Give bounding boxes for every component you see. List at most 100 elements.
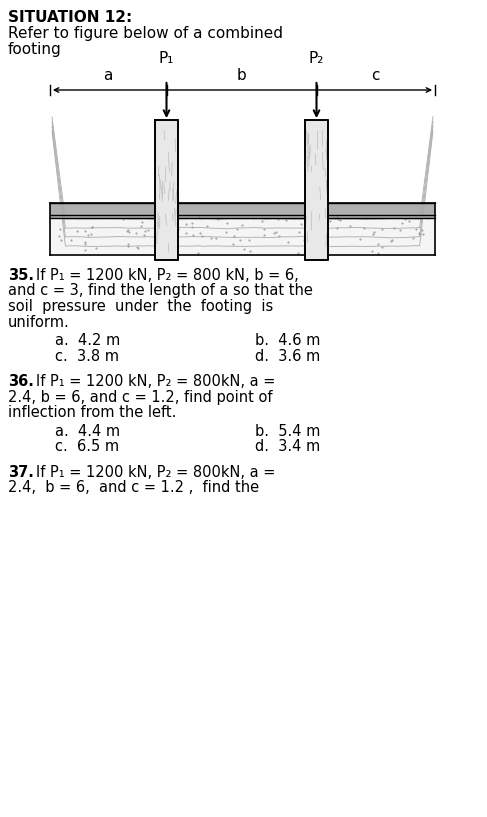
Point xyxy=(391,222,398,235)
Point xyxy=(336,213,344,226)
Text: d.  3.4 m: d. 3.4 m xyxy=(255,439,320,454)
Point xyxy=(388,234,396,247)
Point xyxy=(138,216,146,229)
Text: SITUATION 12:: SITUATION 12: xyxy=(8,10,132,25)
Point xyxy=(409,232,417,245)
Point xyxy=(214,212,222,225)
Point xyxy=(331,212,338,225)
Point xyxy=(174,223,182,236)
Bar xyxy=(50,215,435,218)
Text: a: a xyxy=(104,68,113,83)
Point xyxy=(360,221,368,234)
Point xyxy=(56,223,64,236)
Point xyxy=(295,225,303,238)
Point xyxy=(56,230,63,243)
Point xyxy=(414,211,422,224)
Point xyxy=(230,230,238,243)
Point xyxy=(89,221,96,234)
Point xyxy=(182,217,190,230)
Point xyxy=(57,234,65,247)
Point xyxy=(312,231,319,244)
Point xyxy=(125,225,133,239)
Point xyxy=(378,222,386,235)
Point xyxy=(261,229,268,242)
Point xyxy=(151,223,159,236)
Point xyxy=(315,212,322,225)
Text: b: b xyxy=(237,68,246,83)
Point xyxy=(398,217,406,230)
Point xyxy=(334,211,341,224)
Point xyxy=(302,226,310,239)
Text: P₁: P₁ xyxy=(159,51,174,66)
Text: 2.4, b = 6, and c = 1.2, find point of: 2.4, b = 6, and c = 1.2, find point of xyxy=(8,390,273,404)
Point xyxy=(151,233,159,246)
Point xyxy=(346,219,354,232)
Point xyxy=(166,211,174,224)
Text: uniform.: uniform. xyxy=(8,315,70,329)
Bar xyxy=(305,120,328,260)
Point xyxy=(195,246,203,259)
Text: b.  5.4 m: b. 5.4 m xyxy=(255,423,320,439)
Text: If P₁ = 1200 kN, P₂ = 800 kN, b = 6,: If P₁ = 1200 kN, P₂ = 800 kN, b = 6, xyxy=(36,268,299,283)
Point xyxy=(182,227,189,240)
Text: 37.: 37. xyxy=(8,465,34,480)
Point xyxy=(134,241,142,254)
Point xyxy=(244,234,252,247)
Point xyxy=(323,237,331,250)
Text: c: c xyxy=(372,68,380,83)
Text: a.  4.4 m: a. 4.4 m xyxy=(55,423,120,439)
Point xyxy=(261,223,268,236)
Point xyxy=(412,223,420,236)
Point xyxy=(281,213,289,226)
Point xyxy=(188,220,196,233)
Point xyxy=(275,230,283,243)
Text: inflection from the left.: inflection from the left. xyxy=(8,405,176,420)
Point xyxy=(233,223,241,236)
Point xyxy=(249,211,257,224)
Point xyxy=(238,219,246,232)
Point xyxy=(272,225,280,239)
Point xyxy=(300,234,308,247)
Point xyxy=(423,212,431,225)
Point xyxy=(133,240,141,253)
Text: and c = 3, find the length of a so that the: and c = 3, find the length of a so that … xyxy=(8,283,313,298)
Point xyxy=(81,237,89,250)
Point xyxy=(81,244,89,257)
Point xyxy=(369,228,377,241)
Bar xyxy=(50,215,435,255)
Point xyxy=(229,238,237,251)
Point xyxy=(88,221,96,234)
Point xyxy=(396,224,404,237)
Point xyxy=(246,244,254,257)
Point xyxy=(333,221,341,234)
Point xyxy=(212,231,220,244)
Point xyxy=(304,222,312,235)
Point xyxy=(401,212,409,225)
Point xyxy=(124,239,131,252)
Bar xyxy=(155,120,178,260)
Text: If P₁ = 1200 kN, P₂ = 800kN, a =: If P₁ = 1200 kN, P₂ = 800kN, a = xyxy=(36,374,275,389)
Point xyxy=(144,224,152,237)
Point xyxy=(132,227,140,240)
Text: soil  pressure  under  the  footing  is: soil pressure under the footing is xyxy=(8,299,273,314)
Bar xyxy=(50,203,435,218)
Point xyxy=(321,228,329,241)
Point xyxy=(137,220,145,233)
Point xyxy=(189,228,197,241)
Point xyxy=(419,228,427,241)
Text: a.  4.2 m: a. 4.2 m xyxy=(55,333,120,348)
Point xyxy=(368,245,375,258)
Point xyxy=(151,226,159,239)
Point xyxy=(260,212,267,225)
Point xyxy=(374,247,382,260)
Point xyxy=(356,233,364,246)
Point xyxy=(378,240,386,253)
Point xyxy=(297,218,305,231)
Point xyxy=(119,213,127,226)
Point xyxy=(81,225,89,238)
Point xyxy=(362,211,370,224)
Text: 36.: 36. xyxy=(8,374,34,389)
Point xyxy=(284,235,292,248)
Point xyxy=(375,238,382,251)
Point xyxy=(270,226,278,239)
